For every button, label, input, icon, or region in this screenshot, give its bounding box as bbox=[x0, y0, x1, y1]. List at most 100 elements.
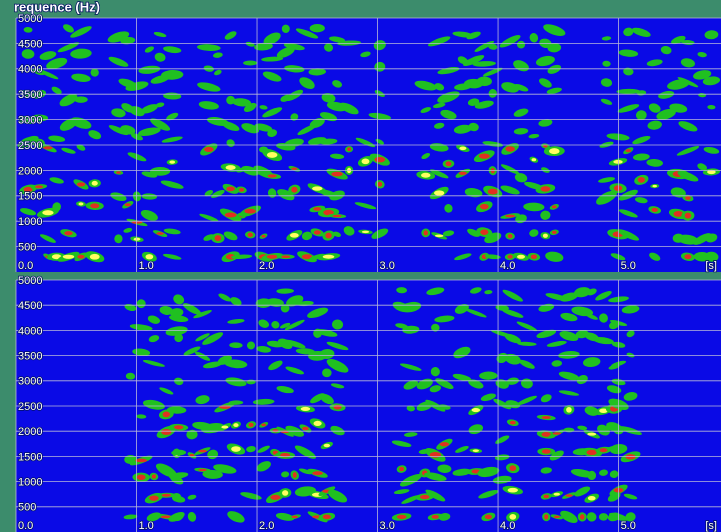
formant-streak bbox=[174, 333, 184, 343]
y-tick-label: 5000 bbox=[18, 275, 42, 287]
formant-streak bbox=[144, 46, 154, 53]
formant-peak bbox=[509, 465, 517, 472]
formant-streak bbox=[71, 73, 91, 82]
formant-streak bbox=[57, 42, 80, 53]
formant-streak bbox=[697, 163, 708, 171]
y-tick-label: 3000 bbox=[18, 376, 42, 388]
formant-streak bbox=[517, 341, 537, 346]
formant-streak bbox=[396, 287, 408, 294]
formant-streak bbox=[243, 102, 257, 113]
formant-streak bbox=[187, 494, 197, 500]
formant-streak bbox=[70, 26, 92, 38]
formant-peak bbox=[161, 493, 172, 497]
formant-peak bbox=[136, 474, 146, 481]
formant-peak bbox=[684, 254, 692, 260]
formant-peak bbox=[23, 186, 33, 193]
formant-streak bbox=[285, 89, 304, 102]
formant-streak bbox=[648, 103, 661, 113]
y-tick-label: 4000 bbox=[18, 64, 42, 76]
formant-peak bbox=[289, 232, 299, 238]
formant-peak bbox=[579, 514, 585, 520]
formant-streak bbox=[299, 77, 315, 89]
formant-streak bbox=[280, 304, 290, 313]
y-tick-label: 3500 bbox=[18, 89, 42, 101]
formant-streak bbox=[319, 138, 338, 145]
formant-peak bbox=[429, 452, 442, 458]
formant-streak bbox=[309, 24, 325, 33]
formant-streak bbox=[228, 400, 244, 405]
formant-streak bbox=[368, 112, 392, 120]
formant-peak bbox=[673, 211, 684, 217]
formant-streak bbox=[202, 361, 223, 369]
formant-peak bbox=[479, 203, 489, 210]
formant-peak bbox=[313, 420, 322, 427]
formant-streak bbox=[172, 495, 186, 503]
formant-streak bbox=[468, 379, 484, 389]
formant-streak bbox=[660, 45, 672, 55]
formant-streak bbox=[161, 70, 184, 80]
formant-streak bbox=[658, 90, 675, 99]
formant-streak bbox=[252, 398, 275, 405]
formant-peak bbox=[332, 214, 342, 218]
formant-streak bbox=[474, 100, 494, 109]
formant-streak bbox=[21, 49, 35, 59]
formant-peak bbox=[145, 254, 154, 260]
formant-streak bbox=[142, 399, 165, 410]
formant-streak bbox=[513, 83, 529, 92]
formant-streak bbox=[333, 231, 341, 238]
formant-streak bbox=[258, 319, 270, 328]
formant-streak bbox=[434, 122, 445, 129]
formant-peak bbox=[599, 448, 608, 453]
formant-peak bbox=[541, 432, 552, 437]
formant-streak bbox=[610, 253, 626, 261]
formant-streak bbox=[322, 368, 332, 378]
formant-streak bbox=[165, 326, 188, 336]
formant-peak bbox=[292, 472, 297, 479]
formant-streak bbox=[430, 367, 440, 377]
formant-peak bbox=[507, 233, 513, 239]
formant-peak bbox=[613, 185, 623, 192]
formant-peak bbox=[90, 203, 100, 209]
formant-streak bbox=[558, 351, 580, 359]
formant-streak bbox=[37, 69, 59, 80]
formant-streak bbox=[529, 33, 539, 43]
formant-streak bbox=[52, 202, 62, 212]
formant-peak bbox=[423, 230, 428, 236]
formant-streak bbox=[360, 51, 371, 58]
formant-peak bbox=[323, 209, 334, 216]
formant-peak bbox=[272, 429, 279, 433]
formant-streak bbox=[619, 426, 642, 435]
formant-streak bbox=[339, 102, 359, 115]
formant-streak bbox=[129, 324, 153, 331]
formant-peak bbox=[377, 181, 383, 187]
formant-peak bbox=[267, 174, 277, 178]
formant-streak bbox=[437, 464, 452, 473]
formant-streak bbox=[704, 30, 719, 40]
formant-streak bbox=[281, 471, 290, 478]
formant-streak bbox=[538, 303, 555, 312]
formant-streak bbox=[599, 313, 608, 323]
formant-streak bbox=[600, 98, 613, 105]
formant-streak bbox=[193, 310, 212, 319]
formant-streak bbox=[466, 31, 481, 40]
formant-streak bbox=[600, 78, 613, 87]
formant-streak bbox=[262, 107, 283, 118]
formant-streak bbox=[528, 133, 540, 139]
formant-streak bbox=[90, 68, 99, 77]
formant-streak bbox=[183, 346, 201, 356]
formant-streak bbox=[623, 67, 634, 76]
formant-streak bbox=[606, 385, 622, 394]
formant-streak bbox=[285, 366, 305, 375]
formant-streak bbox=[138, 127, 161, 136]
formant-streak bbox=[704, 251, 719, 262]
formant-streak bbox=[693, 70, 712, 80]
formant-streak bbox=[705, 233, 718, 243]
formant-peak bbox=[325, 232, 332, 239]
formant-streak bbox=[538, 119, 553, 127]
y-tick-label: 4500 bbox=[18, 300, 42, 312]
formant-streak bbox=[329, 36, 346, 43]
formant-peak bbox=[396, 514, 407, 520]
formant-streak bbox=[464, 188, 483, 198]
formant-peak bbox=[42, 210, 54, 216]
formant-streak bbox=[224, 31, 237, 40]
